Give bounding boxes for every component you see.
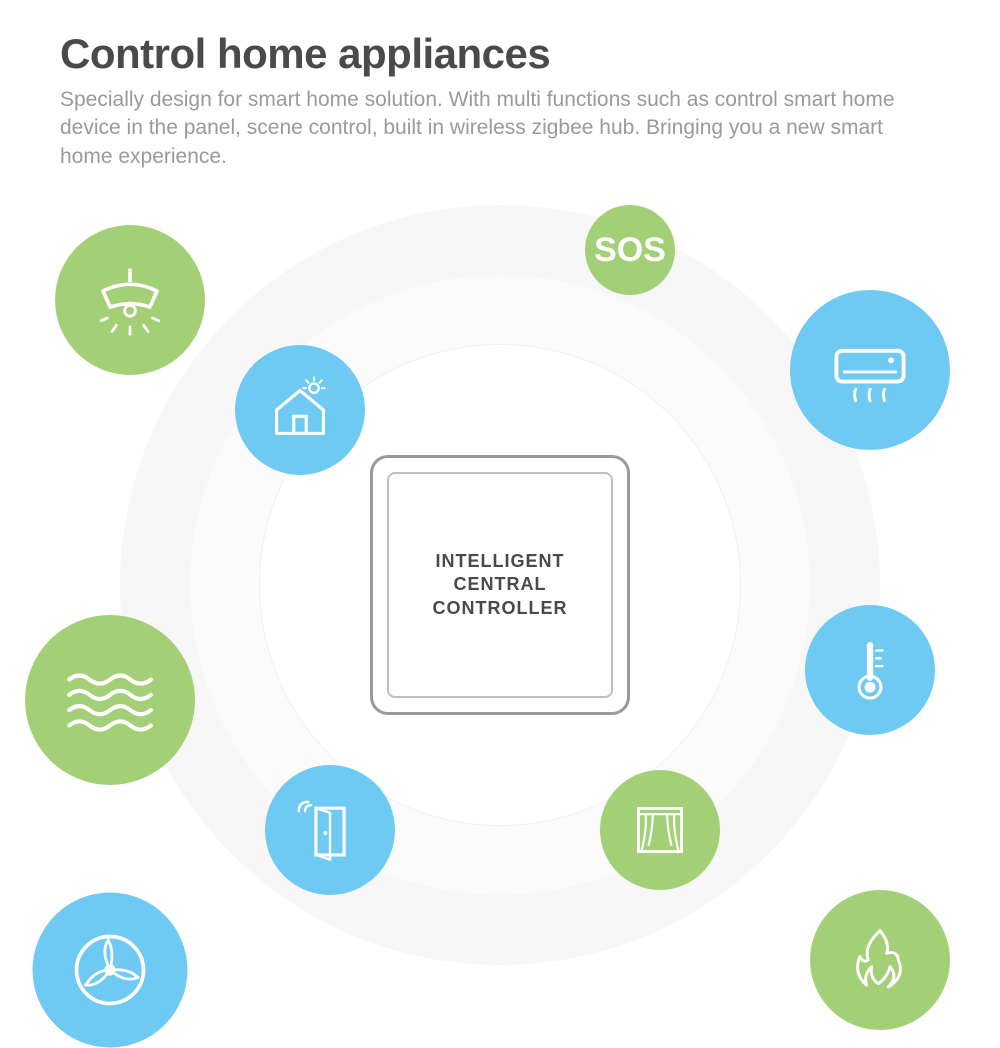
page-subtitle: Specially design for smart home solution… — [60, 86, 940, 171]
ac-icon — [790, 290, 950, 450]
thermo-icon — [805, 605, 935, 735]
central-controller: INTELLIGENT CENTRAL CONTROLLER — [370, 455, 630, 715]
fan-icon — [33, 893, 188, 1048]
hub-diagram: INTELLIGENT CENTRAL CONTROLLER SOS — [0, 170, 1000, 1000]
sos-label: SOS — [594, 231, 666, 270]
water-icon — [25, 615, 195, 785]
page-title: Control home appliances — [60, 30, 940, 78]
curtain-icon — [600, 770, 720, 890]
central-controller-label: INTELLIGENT CENTRAL CONTROLLER — [399, 550, 601, 620]
sos-icon: SOS — [585, 205, 675, 295]
header: Control home appliances Specially design… — [0, 0, 1000, 181]
house-icon — [235, 345, 365, 475]
central-controller-inner: INTELLIGENT CENTRAL CONTROLLER — [387, 472, 613, 698]
fire-icon — [810, 890, 950, 1030]
lamp-icon — [55, 225, 205, 375]
door-icon — [265, 765, 395, 895]
